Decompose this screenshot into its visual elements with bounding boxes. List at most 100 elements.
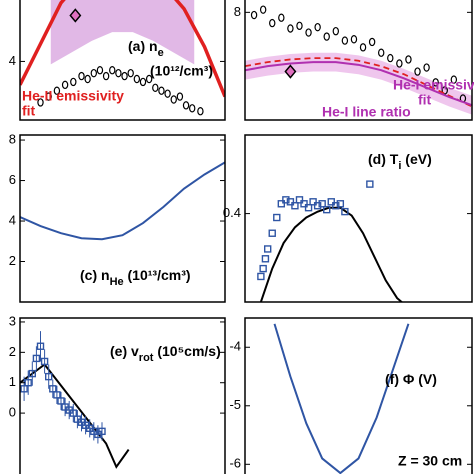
- title-subscript: e: [158, 47, 164, 59]
- point: [318, 200, 326, 208]
- point: [323, 205, 331, 214]
- annotation: fit: [418, 92, 432, 108]
- title-text: (f) Φ (V): [385, 371, 437, 387]
- panel: -6 -5 -4 (f) Φ (V) Z = 30 cm: [229, 317, 473, 474]
- point: [37, 98, 44, 107]
- point: [121, 71, 128, 81]
- plot-area: [273, 323, 410, 474]
- point: [309, 198, 317, 206]
- plot-area: [20, 161, 225, 241]
- panel-units: (10¹²/cm³): [150, 63, 213, 79]
- panel-title: (f) Φ (V): [385, 371, 437, 387]
- y-tick-label: 8: [9, 131, 16, 146]
- panel-title: (c) nHe (10¹³/cm³): [80, 267, 191, 288]
- y-tick-label: 0: [9, 405, 16, 420]
- point: [368, 37, 376, 47]
- title-text: (a) n: [128, 38, 158, 54]
- point: [102, 71, 110, 81]
- y-tick-label: 2: [9, 344, 16, 359]
- point: [268, 229, 276, 237]
- y-tick-label: 0.4: [223, 205, 241, 220]
- point: [366, 180, 374, 188]
- point: [273, 213, 281, 222]
- point: [152, 83, 159, 92]
- annotation: He-II emissivity: [22, 88, 124, 104]
- point: [257, 272, 265, 281]
- point: [98, 427, 106, 436]
- line: [20, 0, 225, 98]
- point: [314, 22, 321, 32]
- point: [387, 53, 394, 63]
- point: [90, 68, 98, 78]
- point: [45, 372, 53, 381]
- title-subscript: rot: [139, 352, 154, 364]
- point: [313, 202, 322, 210]
- frame: [19, 317, 226, 474]
- point: [182, 101, 190, 110]
- frame: [19, 0, 226, 121]
- point: [164, 89, 171, 98]
- line: [245, 61, 472, 107]
- band: [245, 52, 472, 115]
- plot-area: [257, 180, 404, 302]
- point: [32, 354, 41, 363]
- point: [284, 64, 297, 79]
- point: [188, 104, 196, 113]
- point: [49, 385, 57, 393]
- point: [127, 68, 134, 78]
- point: [264, 245, 272, 253]
- point: [323, 32, 330, 41]
- point: [441, 86, 448, 95]
- point: [250, 10, 258, 20]
- title-subscript: i: [398, 160, 401, 172]
- frame: [244, 317, 473, 474]
- point: [145, 74, 153, 84]
- title-text: (c) n: [80, 267, 110, 283]
- panel-title: (e) vrot (10⁵cm/s): [110, 343, 221, 364]
- point: [20, 385, 28, 393]
- point: [350, 35, 358, 44]
- point: [109, 66, 116, 75]
- point: [84, 74, 91, 84]
- point: [70, 77, 77, 87]
- plot-area: [20, 0, 225, 116]
- line: [273, 323, 410, 474]
- point: [261, 255, 270, 263]
- point: [115, 68, 122, 78]
- y-tick-label: 4: [9, 212, 16, 227]
- point: [378, 48, 385, 57]
- point: [359, 43, 367, 52]
- point: [78, 71, 85, 81]
- panel: 0.4 (d) Ti (eV): [223, 134, 473, 303]
- title-text: (e) v: [110, 343, 139, 359]
- point: [259, 5, 267, 14]
- point: [341, 36, 349, 45]
- point: [69, 8, 82, 23]
- point: [45, 92, 52, 101]
- annotation: He-I line ratio: [322, 104, 411, 120]
- point: [286, 198, 295, 206]
- y-tick-label: -6: [229, 456, 241, 471]
- annotation: He-I emissivity: [393, 77, 474, 93]
- point: [139, 77, 147, 87]
- point: [341, 207, 349, 216]
- y-tick-label: 4: [9, 53, 16, 68]
- line: [20, 161, 225, 241]
- point: [158, 86, 165, 95]
- point: [61, 80, 69, 90]
- point: [133, 74, 141, 84]
- plot-area: [245, 5, 472, 115]
- line: [259, 206, 404, 302]
- point: [170, 95, 177, 104]
- annotation: fit: [22, 103, 36, 119]
- point: [53, 86, 61, 95]
- point: [300, 200, 308, 208]
- point: [176, 92, 184, 101]
- point: [450, 75, 458, 84]
- frame: [244, 134, 473, 303]
- frame: [19, 134, 226, 303]
- point: [296, 21, 303, 30]
- line: [245, 57, 472, 108]
